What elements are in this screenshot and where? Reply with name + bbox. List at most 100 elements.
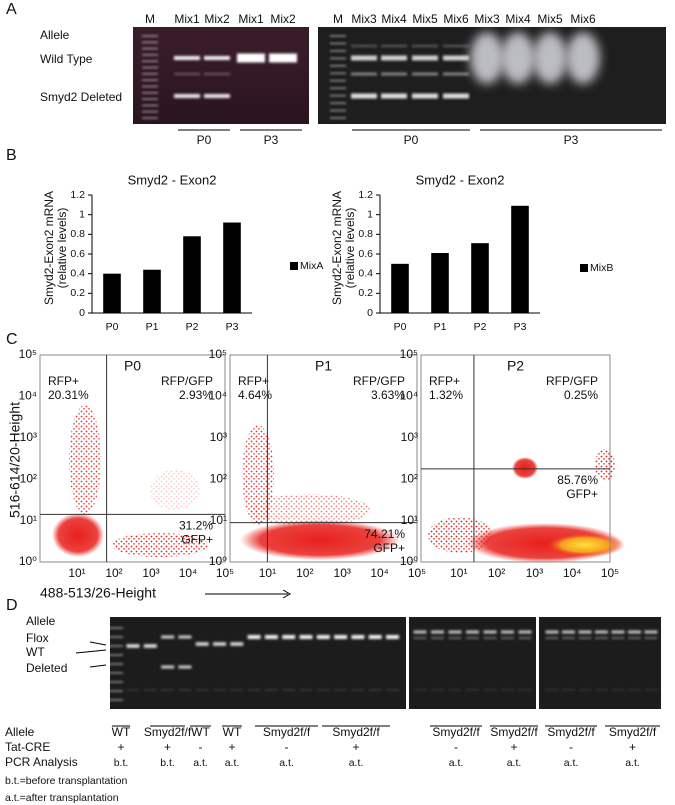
gel-band xyxy=(518,637,532,639)
pcr-label: a.t. xyxy=(449,757,464,769)
y-tick-label: 10⁴ xyxy=(208,389,227,403)
gel-band xyxy=(282,689,296,691)
gel-band xyxy=(595,630,608,634)
x-tick-label: 10² xyxy=(488,566,505,580)
lane-label: Mix5 xyxy=(412,12,438,26)
gel-band xyxy=(351,72,377,76)
lane-label: Mix2 xyxy=(204,12,230,26)
gel-band xyxy=(330,35,346,37)
x-tick-label: 10³ xyxy=(334,566,351,580)
gel-band xyxy=(518,689,532,691)
y-tick-label: 1 xyxy=(79,208,85,220)
y-tick-label: 10² xyxy=(20,471,37,485)
y-tick-label: 10⁰ xyxy=(19,554,37,568)
gel-band xyxy=(381,72,407,76)
gel-band xyxy=(126,689,140,691)
pcr-label: a.t. xyxy=(225,757,240,769)
panel-label: C xyxy=(6,331,18,348)
y-tick-label: 0.6 xyxy=(358,248,373,260)
gel-band xyxy=(412,72,438,76)
row-label: PCR Analysis xyxy=(5,755,78,769)
gel-band xyxy=(161,635,175,639)
gel xyxy=(133,27,309,124)
gel-band xyxy=(142,79,158,81)
gel-band xyxy=(107,654,123,656)
gel-band xyxy=(142,66,158,69)
cre-label: + xyxy=(629,740,636,754)
y-tick-label: 10¹ xyxy=(401,513,418,527)
plot-title: P2 xyxy=(507,358,524,374)
gel-band xyxy=(142,98,158,100)
gel-band xyxy=(174,56,200,60)
gel-band xyxy=(264,689,278,691)
x-tick-label: 10⁵ xyxy=(601,566,619,580)
x-tick-label: 10³ xyxy=(526,566,543,580)
gel-band xyxy=(161,689,175,691)
gel-band xyxy=(448,630,462,634)
gel-band xyxy=(142,47,158,50)
x-tick-label: 10⁵ xyxy=(408,566,426,580)
x-tick-label: P2 xyxy=(186,321,199,333)
gel-band xyxy=(431,630,444,634)
gel-band xyxy=(381,55,407,61)
lane-label: Mix3 xyxy=(474,12,500,26)
quadrant-label: 74.21% xyxy=(364,527,405,541)
cre-label: + xyxy=(164,740,171,754)
x-tick-label: P1 xyxy=(146,321,159,333)
gel-band xyxy=(213,689,226,691)
y-tick-label: 10⁴ xyxy=(18,389,37,403)
row-label: Deleted xyxy=(26,661,67,675)
gel-band xyxy=(611,630,625,634)
y-tick-label: 10⁵ xyxy=(400,347,418,361)
row-label: Flox xyxy=(26,631,49,645)
gel-band xyxy=(107,645,123,647)
allele-label: Smyd2f/f xyxy=(263,725,311,739)
y-axis-label: Smyd2-Exon2 mRNA xyxy=(330,191,344,305)
gel-band xyxy=(412,45,438,47)
y-tick-label: 10² xyxy=(401,471,418,485)
lane-label: Mix5 xyxy=(537,12,563,26)
row-label: Allele xyxy=(40,28,70,42)
gel-band xyxy=(501,637,514,639)
gel-band xyxy=(413,637,427,639)
gel-band xyxy=(142,60,158,62)
gel-band xyxy=(381,93,407,99)
x-tick-label: 10¹ xyxy=(68,566,85,580)
gel-band xyxy=(518,630,532,634)
gel-band xyxy=(386,635,399,639)
gel-band xyxy=(611,637,625,639)
gel-band xyxy=(126,644,140,648)
plot-title: P1 xyxy=(315,358,332,374)
lane-label: Mix6 xyxy=(570,12,596,26)
x-tick-label: 10¹ xyxy=(450,566,467,580)
x-axis-label: 488-513/26-Height xyxy=(40,585,156,601)
y-axis-label: 516-614/20-Height xyxy=(7,402,23,518)
gel-band xyxy=(628,689,641,691)
gel-band xyxy=(501,689,514,691)
y-axis-label: Smyd2-Exon2 mRNA xyxy=(42,191,56,305)
gel-band xyxy=(142,92,158,94)
x-tick-label: P0 xyxy=(106,321,119,333)
x-tick-label: 10⁴ xyxy=(563,566,582,580)
quadrant-label: RFP/GFP xyxy=(546,374,598,388)
y-tick-label: 0.4 xyxy=(70,267,85,279)
cre-label: + xyxy=(352,740,359,754)
cre-label: + xyxy=(510,740,517,754)
x-tick-label: 10¹ xyxy=(259,566,276,580)
gel-band xyxy=(381,45,407,47)
y-tick-label: 0 xyxy=(79,307,85,319)
gel-band xyxy=(142,73,158,75)
gel-band xyxy=(204,73,230,75)
arrow-head xyxy=(282,589,292,599)
pcr-label: a.t. xyxy=(349,757,364,769)
gel-band xyxy=(204,56,230,60)
gel-band xyxy=(501,32,535,84)
lane-label: M xyxy=(333,12,343,26)
gel-band xyxy=(351,45,377,47)
x-tick-label: P3 xyxy=(514,321,527,333)
quadrant-label: 20.31% xyxy=(48,388,89,402)
gel-band xyxy=(178,665,192,669)
gel-band xyxy=(142,85,158,88)
row-label: WT xyxy=(26,645,45,659)
pcr-label: a.t. xyxy=(625,757,640,769)
